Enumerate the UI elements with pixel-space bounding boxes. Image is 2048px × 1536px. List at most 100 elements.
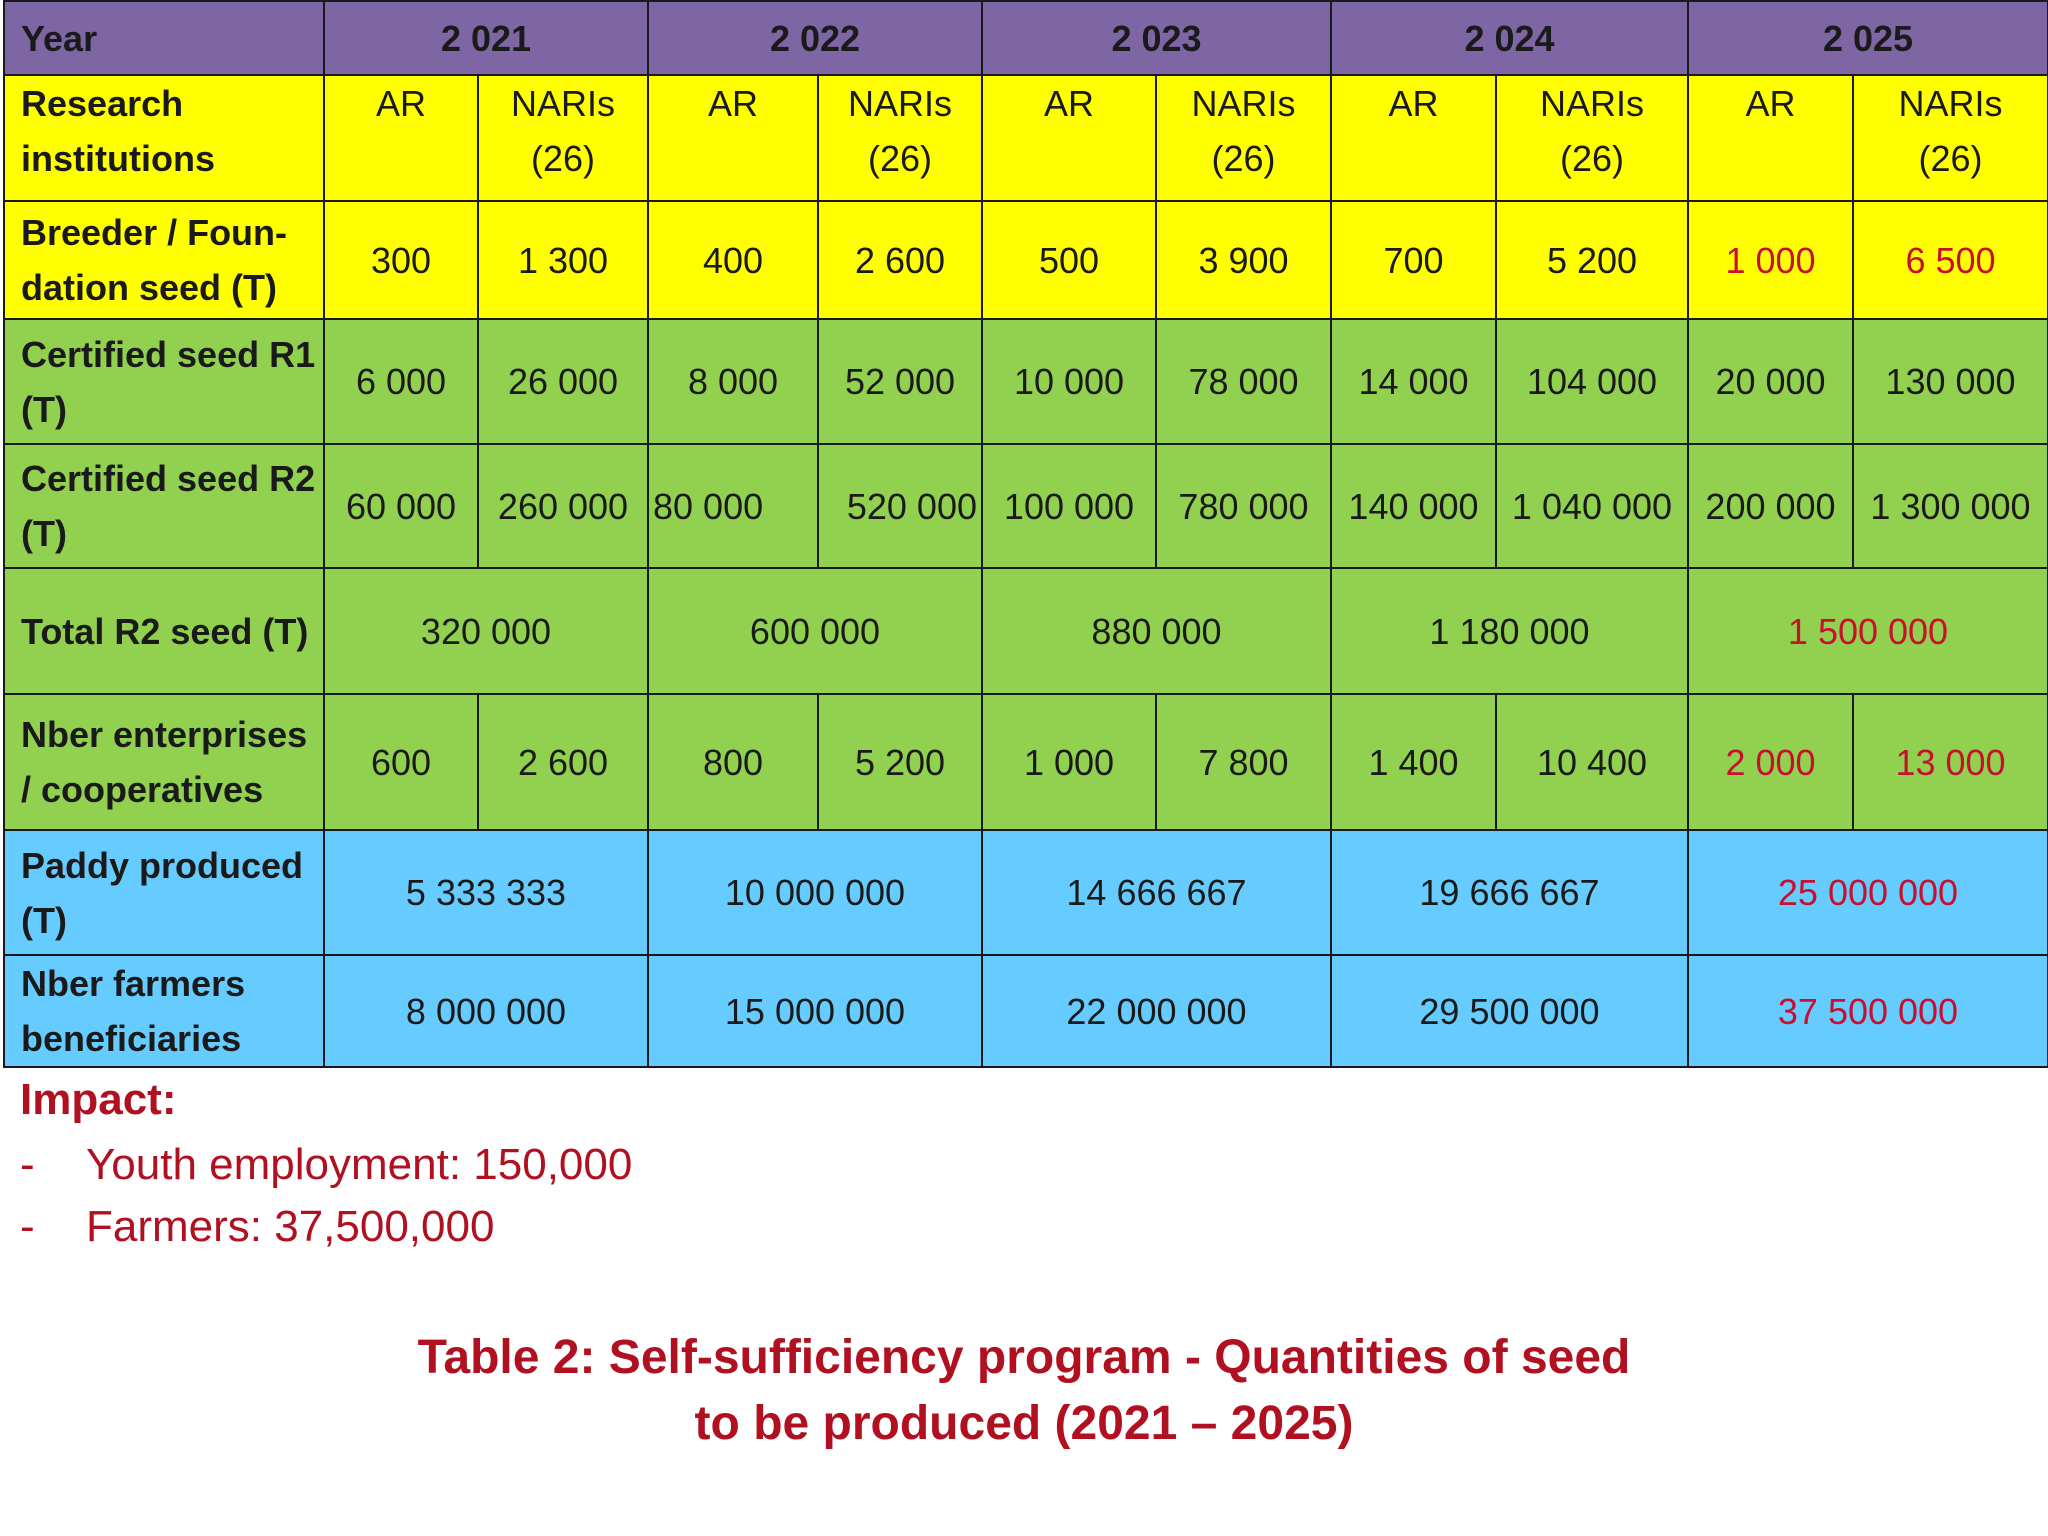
- caption-line1: Table 2: Self-sufficiency program - Quan…: [417, 1331, 1631, 1384]
- certified-r2-label-line2: (T): [21, 513, 67, 554]
- table-caption: Table 2: Self-sufficiency program - Quan…: [0, 1325, 2048, 1457]
- caption-line2: to be produced (2021 – 2025): [694, 1397, 1354, 1450]
- naris-count: (26): [1918, 138, 1983, 179]
- total-r2-cell: 600 000: [647, 567, 983, 695]
- farmers-label: Nber farmers beneficiaries: [3, 954, 325, 1068]
- naris-name: NARIs: [510, 83, 615, 124]
- year-2023: 2 023: [981, 0, 1332, 76]
- year-2025: 2 025: [1687, 0, 2048, 76]
- impact-item-text: Farmers: 37,500,000: [86, 1202, 495, 1251]
- breeder-seed-cell: 1 300: [477, 200, 649, 320]
- enterprises-cell: 2 000: [1687, 693, 1854, 831]
- institution-naris-2021: NARIs (26): [477, 74, 649, 202]
- farmers-row: Nber farmers beneficiaries 8 000 000 15 …: [3, 954, 2048, 1068]
- certified-r2-cell: 1 300 000: [1852, 443, 2048, 569]
- certified-r1-cell: 6 000: [323, 318, 479, 445]
- total-r2-cell: 880 000: [981, 567, 1332, 695]
- paddy-cell: 14 666 667: [981, 829, 1332, 956]
- breeder-seed-cell: 700: [1330, 200, 1497, 320]
- enterprises-cell: 1 400: [1330, 693, 1497, 831]
- naris-name: NARIs: [1191, 83, 1296, 124]
- enterprises-cell: 1 000: [981, 693, 1157, 831]
- institution-naris-2025: NARIs (26): [1852, 74, 2048, 202]
- paddy-cell: 10 000 000: [647, 829, 983, 956]
- bullet-dash: -: [20, 1202, 35, 1251]
- certified-r1-cell: 104 000: [1495, 318, 1689, 445]
- total-r2-row: Total R2 seed (T) 320 000 600 000 880 00…: [3, 567, 2048, 695]
- impact-title: Impact:: [20, 1075, 177, 1124]
- certified-r1-cell: 20 000: [1687, 318, 1854, 445]
- certified-r2-cell: 1 040 000: [1495, 443, 1689, 569]
- enterprises-label-line2: / cooperatives: [21, 769, 264, 810]
- certified-r2-cell: 140 000: [1330, 443, 1497, 569]
- enterprises-cell: 600: [323, 693, 479, 831]
- institution-ar-2021: AR: [323, 74, 479, 202]
- paddy-label-line2: (T): [21, 899, 67, 941]
- enterprises-row: Nber enterprises / cooperatives 600 2 60…: [3, 693, 2048, 831]
- total-r2-label: Total R2 seed (T): [3, 567, 325, 695]
- year-header-row: Year 2 021 2 022 2 023 2 024 2 025: [3, 0, 2048, 76]
- impact-item-text: Youth employment: 150,000: [86, 1140, 633, 1189]
- naris-count: (26): [530, 138, 596, 179]
- certified-r1-cell: 8 000: [647, 318, 819, 445]
- breeder-seed-label-line1: Breeder / Foun-: [21, 212, 288, 253]
- enterprises-cell: 5 200: [817, 693, 983, 831]
- naris-count: (26): [1211, 138, 1276, 179]
- enterprises-cell: 800: [647, 693, 819, 831]
- total-r2-cell: 1 500 000: [1687, 567, 2048, 695]
- paddy-cell: 25 000 000: [1687, 829, 2048, 956]
- farmers-label-line2: beneficiaries: [21, 1018, 242, 1059]
- breeder-seed-cell: 400: [647, 200, 819, 320]
- naris-count: (26): [1559, 138, 1625, 179]
- institution-naris-2024: NARIs (26): [1495, 74, 1689, 202]
- certified-r2-cell: 200 000: [1687, 443, 1854, 569]
- farmers-cell: 37 500 000: [1687, 954, 2048, 1068]
- certified-r2-cell: 80 000: [647, 443, 819, 569]
- total-r2-cell: 1 180 000: [1330, 567, 1689, 695]
- naris-name: NARIs: [1539, 83, 1644, 124]
- institutions-label: Research institutions: [3, 74, 325, 202]
- enterprises-cell: 2 600: [477, 693, 649, 831]
- institutions-row: Research institutions AR NARIs (26) AR NA…: [3, 74, 2048, 202]
- certified-r2-cell: 60 000: [323, 443, 479, 569]
- breeder-seed-cell: 1 000: [1687, 200, 1854, 320]
- certified-r2-cell: 260 000: [477, 443, 649, 569]
- certified-r2-label: Certified seed R2 (T): [3, 443, 325, 569]
- impact-item-farmers: - Farmers: 37,500,000: [20, 1196, 632, 1258]
- farmers-cell: 8 000 000: [323, 954, 649, 1068]
- impact-section: Impact: - Youth employment: 150,000 - Farm…: [20, 1072, 632, 1258]
- seed-production-table: Year 2 021 2 022 2 023 2 024 2 025 Resea…: [3, 0, 2048, 1068]
- institutions-label-line2: institutions: [21, 138, 215, 179]
- institution-naris-2023: NARIs (26): [1155, 74, 1332, 202]
- certified-r2-cell: 780 000: [1155, 443, 1332, 569]
- institution-ar-2022: AR: [647, 74, 819, 202]
- farmers-cell: 29 500 000: [1330, 954, 1689, 1068]
- breeder-seed-cell: 500: [981, 200, 1157, 320]
- certified-r2-label-line1: Certified seed R2: [21, 458, 316, 499]
- certified-r1-cell: 26 000: [477, 318, 649, 445]
- certified-r1-cell: 10 000: [981, 318, 1157, 445]
- year-2024: 2 024: [1330, 0, 1689, 76]
- paddy-label-line1: Paddy produced: [21, 844, 304, 886]
- paddy-cell: 5 333 333: [323, 829, 649, 956]
- farmers-cell: 15 000 000: [647, 954, 983, 1068]
- year-2021: 2 021: [323, 0, 649, 76]
- enterprises-label-line1: Nber enterprises: [21, 714, 308, 755]
- breeder-seed-label: Breeder / Foun- dation seed (T): [3, 200, 325, 320]
- certified-r1-row: Certified seed R1 (T) 6 000 26 000 8 000…: [3, 318, 2048, 445]
- certified-r1-cell: 14 000: [1330, 318, 1497, 445]
- breeder-seed-row: Breeder / Foun- dation seed (T) 300 1 30…: [3, 200, 2048, 320]
- enterprises-cell: 10 400: [1495, 693, 1689, 831]
- enterprises-label: Nber enterprises / cooperatives: [3, 693, 325, 831]
- year-2022: 2 022: [647, 0, 983, 76]
- bullet-dash: -: [20, 1140, 35, 1189]
- certified-r2-cell: 520 000: [817, 443, 983, 569]
- certified-r1-label: Certified seed R1 (T): [3, 318, 325, 445]
- total-r2-cell: 320 000: [323, 567, 649, 695]
- institution-ar-2025: AR: [1687, 74, 1854, 202]
- paddy-cell: 19 666 667: [1330, 829, 1689, 956]
- paddy-row: Paddy produced (T) 5 333 333 10 000 000 …: [3, 829, 2048, 956]
- impact-item-youth: - Youth employment: 150,000: [20, 1134, 632, 1196]
- institutions-label-line1: Research: [21, 83, 184, 124]
- breeder-seed-cell: 3 900: [1155, 200, 1332, 320]
